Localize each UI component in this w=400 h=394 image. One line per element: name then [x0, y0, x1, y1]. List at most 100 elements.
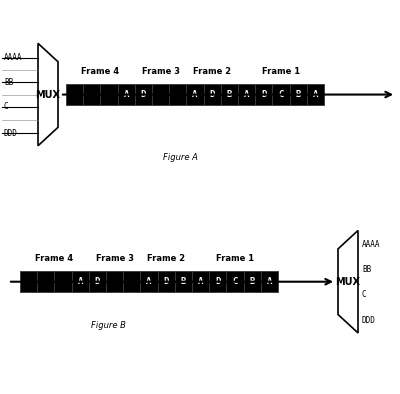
Bar — [169, 84, 186, 105]
Text: B: B — [181, 277, 186, 286]
Text: D: D — [141, 90, 146, 99]
Bar — [54, 271, 72, 292]
Bar — [238, 84, 255, 105]
Bar — [135, 84, 152, 105]
Text: D: D — [95, 277, 100, 286]
Text: Frame 3: Frame 3 — [142, 67, 180, 76]
Bar — [209, 271, 226, 292]
Bar — [272, 84, 290, 105]
Bar — [221, 84, 238, 105]
Text: DDD: DDD — [362, 316, 376, 325]
Bar — [226, 271, 244, 292]
Bar — [20, 271, 37, 292]
Text: A: A — [244, 90, 249, 99]
Bar — [37, 271, 54, 292]
Bar — [72, 271, 89, 292]
Text: A: A — [146, 277, 152, 286]
Bar — [244, 271, 261, 292]
Bar — [66, 84, 83, 105]
Text: MUX: MUX — [36, 89, 60, 100]
Text: B: B — [227, 90, 232, 99]
Bar — [186, 84, 204, 105]
Bar — [152, 84, 169, 105]
Text: A: A — [78, 277, 83, 286]
Bar — [307, 84, 324, 105]
Text: A: A — [124, 90, 129, 99]
Bar — [140, 271, 158, 292]
Text: B: B — [250, 277, 255, 286]
Bar — [123, 271, 140, 292]
Text: A: A — [313, 90, 318, 99]
Text: DDD: DDD — [4, 129, 18, 138]
Text: C: C — [4, 102, 9, 112]
Bar — [54, 271, 72, 292]
Bar — [100, 84, 118, 105]
Bar — [89, 271, 106, 292]
Text: AAAA: AAAA — [4, 53, 22, 62]
Bar — [72, 271, 89, 292]
Bar — [272, 84, 290, 105]
Text: Frame 2: Frame 2 — [147, 254, 185, 263]
Text: C: C — [232, 277, 238, 286]
Bar — [244, 271, 261, 292]
Text: D: D — [164, 277, 169, 286]
Bar — [186, 84, 204, 105]
Text: AAAA: AAAA — [362, 240, 380, 249]
Bar — [255, 84, 272, 105]
Bar — [192, 271, 209, 292]
Bar — [221, 84, 238, 105]
Bar — [20, 271, 37, 292]
Bar — [255, 84, 272, 105]
Text: Frame 1: Frame 1 — [216, 254, 254, 263]
Bar — [175, 271, 192, 292]
Text: D: D — [215, 277, 220, 286]
Bar — [66, 84, 83, 105]
Bar — [106, 271, 123, 292]
Bar — [192, 271, 209, 292]
Bar — [226, 271, 244, 292]
Text: Frame 1: Frame 1 — [262, 67, 300, 76]
Bar — [152, 84, 169, 105]
Bar — [37, 271, 54, 292]
Bar — [83, 84, 100, 105]
Text: B: B — [296, 90, 301, 99]
Text: C: C — [362, 290, 367, 299]
Bar — [118, 84, 135, 105]
Text: Frame 3: Frame 3 — [96, 254, 134, 263]
Bar — [140, 271, 158, 292]
Text: D: D — [261, 90, 266, 99]
Text: A: A — [192, 90, 198, 99]
Bar — [290, 84, 307, 105]
Bar — [118, 84, 135, 105]
Text: MUX: MUX — [336, 277, 360, 287]
Bar — [261, 271, 278, 292]
Bar — [158, 271, 175, 292]
Bar — [204, 84, 221, 105]
Text: BB: BB — [4, 78, 13, 87]
Bar — [135, 84, 152, 105]
Text: A: A — [267, 277, 272, 286]
Text: Figure B: Figure B — [90, 321, 126, 329]
Bar — [100, 84, 118, 105]
Text: Frame 2: Frame 2 — [193, 67, 231, 76]
Bar — [204, 84, 221, 105]
Bar — [290, 84, 307, 105]
Text: A: A — [198, 277, 203, 286]
Bar — [307, 84, 324, 105]
Bar — [83, 84, 100, 105]
Text: Figure A: Figure A — [162, 153, 198, 162]
Bar — [238, 84, 255, 105]
Text: D: D — [210, 90, 215, 99]
Text: BB: BB — [362, 265, 371, 274]
Bar — [175, 271, 192, 292]
Bar — [209, 271, 226, 292]
Bar — [106, 271, 123, 292]
Bar — [89, 271, 106, 292]
Bar — [158, 271, 175, 292]
Text: Frame 4: Frame 4 — [81, 67, 120, 76]
Bar — [123, 271, 140, 292]
Text: C: C — [278, 90, 284, 99]
Bar — [261, 271, 278, 292]
Text: Frame 4: Frame 4 — [35, 254, 74, 263]
Bar — [169, 84, 186, 105]
